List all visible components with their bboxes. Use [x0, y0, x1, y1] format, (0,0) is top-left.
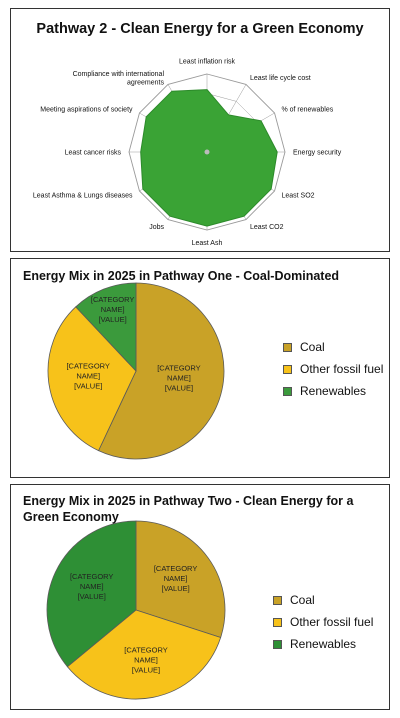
- legend-item-coal: Coal: [283, 336, 383, 358]
- legend-swatch-other-fossil-fuel: [283, 364, 292, 374]
- pie-chart-pathway-one-legend: Coal Other fossil fuel Renewables: [283, 336, 383, 402]
- pie-chart-pathway-one-title: Energy Mix in 2025 in Pathway One - Coal…: [23, 269, 340, 283]
- pie-slice-other-fossil-fuel: [66, 609, 222, 700]
- pie-chart-pathway-two: [CATEGORY NAME] [VALUE] [CATEGORY NAME] [VALU…: [46, 520, 226, 700]
- legend-item-other-fossil-fuel: Other fossil fuel: [273, 611, 373, 633]
- pie-data-label-other-fossil-fuel: [CATEGORY NAME] [VALUE]: [124, 645, 167, 674]
- pie-slice-renewables: [75, 282, 137, 373]
- legend-label-renewables: Renewables: [290, 637, 357, 651]
- pie-data-label-other-fossil-fuel: [CATEGORY NAME] [VALUE]: [66, 362, 109, 391]
- pie-slice-other-fossil-fuel: [47, 306, 137, 452]
- pie-chart-pathway-two-legend: Coal Other fossil fuel Renewables: [273, 589, 373, 655]
- pie-data-label-coal: [CATEGORY NAME] [VALUE]: [154, 564, 197, 593]
- legend-swatch-renewables: [273, 639, 282, 649]
- radar-axis-label-energy-security: Energy security: [293, 150, 342, 157]
- pie-slice-coal: [135, 520, 226, 639]
- legend-swatch-other-fossil-fuel: [273, 617, 282, 627]
- radar-axis-label-compliance-with-international-agreements: Compliance with international agreements: [73, 71, 165, 87]
- legend-label-other-fossil-fuel: Other fossil fuel: [290, 615, 374, 629]
- radar-axis-label-least-so2: Least SO2: [281, 193, 314, 200]
- pie-chart-pathway-one-panel: Energy Mix in 2025 in Pathway One - Coal…: [10, 258, 390, 478]
- pie-data-label-coal: [CATEGORY NAME] [VALUE]: [157, 364, 200, 393]
- pie-slice-coal: [97, 282, 225, 460]
- radar-axis-label-least-life-cycle-cost: Least life cycle cost: [250, 75, 311, 82]
- radar-center-dot: [204, 149, 210, 155]
- radar-axis-label-least-cancer-risks: Least cancer risks: [65, 150, 122, 157]
- radar-axis-label-least-ash: Least Ash: [192, 240, 223, 247]
- legend-swatch-renewables: [283, 386, 292, 396]
- radar-axis-label-least-asthma-lungs-diseases: Least Asthma & Lungs diseases: [33, 193, 133, 200]
- pie-chart-pathway-two-panel: Energy Mix in 2025 in Pathway Two - Clea…: [10, 484, 390, 710]
- radar-chart-title: Pathway 2 - Clean Energy for a Green Eco…: [36, 21, 364, 37]
- legend-label-coal: Coal: [300, 340, 325, 354]
- legend-item-coal: Coal: [273, 589, 373, 611]
- radar-chart: Least inflation risk Least life cycle cos…: [33, 59, 342, 248]
- radar-axis-label-least-inflation-risk: Least inflation risk: [179, 59, 236, 66]
- pie-slice-renewables: [46, 520, 137, 668]
- pie-chart-pathway-two-title: Energy Mix in 2025 in Pathway Two - Clea…: [23, 494, 354, 524]
- radar-chart-panel: Pathway 2 - Clean Energy for a Green Eco…: [10, 8, 390, 252]
- radar-axis-label-least-co2: Least CO2: [250, 224, 284, 231]
- legend-item-other-fossil-fuel: Other fossil fuel: [283, 358, 383, 380]
- legend-label-other-fossil-fuel: Other fossil fuel: [300, 362, 384, 376]
- legend-swatch-coal: [283, 342, 292, 352]
- legend-swatch-coal: [273, 595, 282, 605]
- pie-data-label-renewables: [CATEGORY NAME] [VALUE]: [70, 572, 113, 601]
- legend-label-coal: Coal: [290, 593, 315, 607]
- pie-chart-pathway-one: [CATEGORY NAME] [VALUE] [CATEGORY NAME] [VALU…: [47, 282, 225, 460]
- legend-item-renewables: Renewables: [273, 633, 373, 655]
- radar-series-area: [140, 89, 278, 227]
- radar-axis-label-jobs: Jobs: [149, 224, 164, 231]
- pie-data-label-renewables: [CATEGORY NAME] [VALUE]: [91, 295, 134, 324]
- legend-label-renewables: Renewables: [300, 384, 367, 398]
- legend-item-renewables: Renewables: [283, 380, 383, 402]
- radar-axis-label-of-renewables: % of renewables: [281, 107, 333, 114]
- radar-axis-label-meeting-aspirations-of-society: Meeting aspirations of society: [40, 107, 133, 114]
